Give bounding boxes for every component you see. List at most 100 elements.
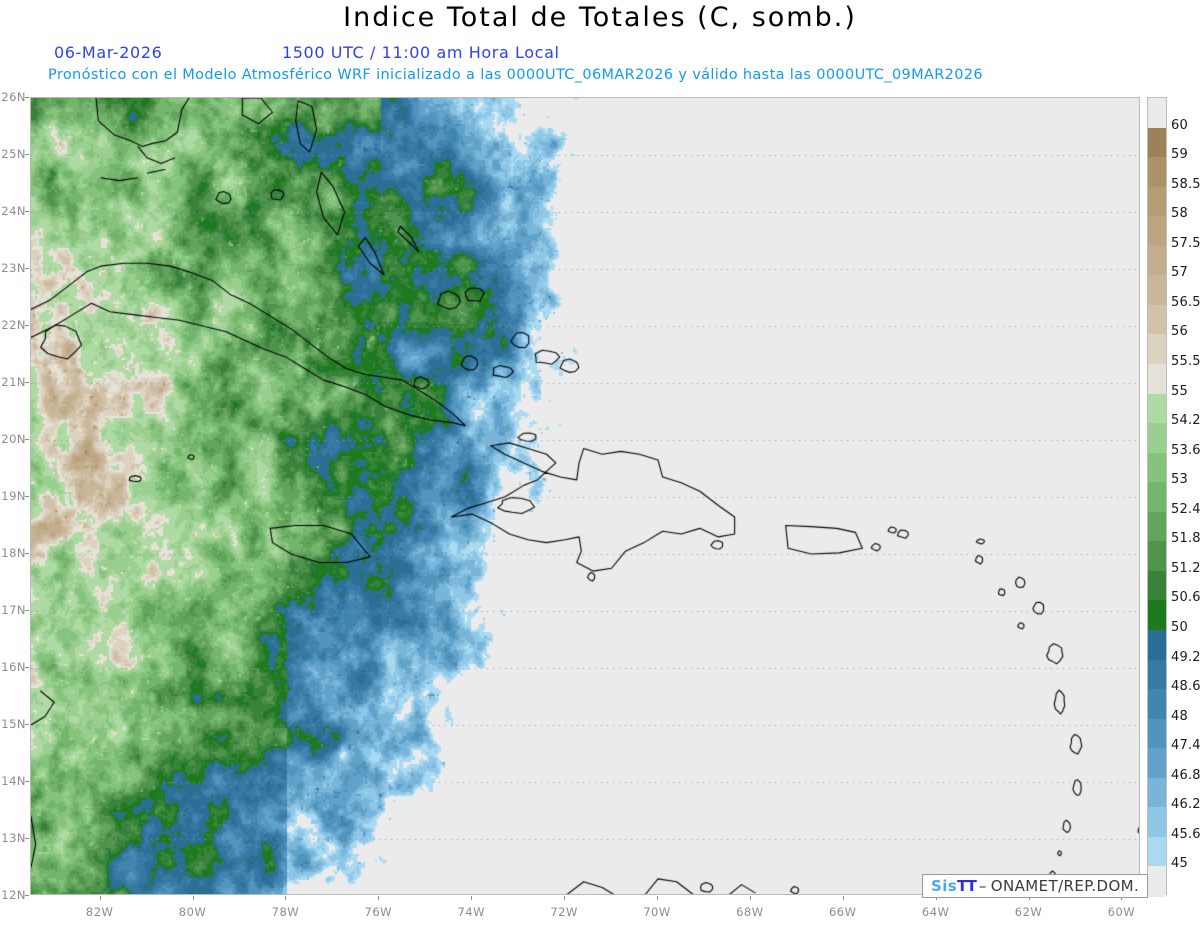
lon-tick-mark (842, 896, 844, 900)
colorbar-tick-label: 58 (1171, 206, 1188, 222)
colorbar-band (1148, 452, 1166, 483)
lon-tick-label: 68W (736, 905, 764, 919)
colorbar-tick-label: 54.2 (1171, 413, 1200, 429)
colorbar-tick-label: 53 (1171, 472, 1188, 488)
lat-tick-mark (25, 325, 29, 326)
colorbar-band (1148, 511, 1166, 542)
colorbar-band (1148, 866, 1166, 897)
colorbar-band (1148, 157, 1166, 188)
colorbar-band (1148, 216, 1166, 247)
map-plot-area (30, 97, 1140, 895)
lat-tick-label: 15N (1, 717, 26, 731)
colorbar-band (1148, 186, 1166, 217)
lat-tick-mark (25, 553, 29, 554)
lat-tick-mark (25, 667, 29, 668)
lon-tick-label: 64W (921, 905, 950, 919)
lat-tick-label: 13N (1, 831, 26, 845)
colorbar-band (1148, 98, 1166, 129)
lat-tick-mark (25, 496, 29, 497)
colorbar-band (1148, 364, 1166, 395)
colorbar-band (1148, 689, 1166, 720)
colorbar-tick-label: 46.2 (1171, 797, 1200, 813)
lat-tick-label: 16N (1, 660, 26, 674)
lat-tick-mark (25, 97, 29, 98)
lon-tick-label: 82W (85, 905, 114, 919)
colorbar-tick-label: 50 (1171, 620, 1188, 635)
gridline-layer (31, 98, 1139, 894)
lon-tick-mark (1121, 896, 1123, 900)
forecast-time: 1500 UTC / 11:00 am Hora Local (282, 43, 560, 62)
lon-tick-label: 60W (1107, 905, 1136, 919)
lat-tick-mark (25, 154, 29, 155)
lat-tick-mark (25, 211, 29, 212)
colorbar-band (1148, 127, 1166, 158)
colorbar-tick-label: 49.2 (1171, 649, 1200, 665)
lon-tick-mark (749, 896, 751, 900)
lat-tick-mark (25, 724, 29, 725)
colorbar-tick-label: 56 (1171, 324, 1188, 340)
colorbar-tick-label: 58.5 (1171, 176, 1200, 192)
lat-tick-label: 22N (1, 318, 26, 332)
lat-tick-mark (25, 895, 29, 896)
lat-tick-label: 21N (1, 375, 26, 389)
colorbar-band (1148, 245, 1166, 276)
lat-tick-label: 26N (1, 90, 26, 104)
colorbar-tick-label: 45 (1171, 856, 1188, 872)
lon-tick-mark (471, 896, 473, 900)
colorbar-tick-label: 50.6 (1171, 590, 1200, 606)
lon-tick-mark (99, 896, 101, 900)
colorbar-band (1148, 718, 1166, 749)
lat-tick-label: 24N (1, 204, 26, 218)
colorbar-band (1148, 630, 1166, 661)
colorbar-tick-label: 47.4 (1171, 738, 1200, 754)
colorbar-tick-label: 59 (1171, 147, 1188, 163)
colorbar-tick-label: 48.6 (1171, 679, 1200, 695)
colorbar-band (1148, 275, 1166, 306)
forecast-date: 06-Mar-2026 (54, 43, 163, 62)
credit-dash: – (978, 877, 987, 895)
lat-tick-label: 17N (1, 603, 26, 617)
colorbar-tick-label: 53.6 (1171, 442, 1200, 458)
lat-tick-mark (25, 439, 29, 440)
lon-tick-mark (1028, 896, 1030, 900)
colorbar-tick-label: 60 (1171, 117, 1188, 133)
colorbar-tick-label: 51.8 (1171, 531, 1200, 547)
lat-tick-label: 14N (1, 774, 26, 788)
lon-tick-mark (285, 896, 287, 900)
lat-tick-mark (25, 781, 29, 782)
lat-tick-label: 23N (1, 261, 26, 275)
lat-tick-label: 20N (1, 432, 26, 446)
colorbar-tick-label: 48 (1171, 708, 1188, 724)
credit-sis-label: Sis (931, 877, 958, 895)
colorbar-band (1148, 777, 1166, 808)
credit-tt-label: TT (957, 877, 977, 895)
lon-tick-label: 72W (550, 905, 578, 919)
credit-box: Sis TT – ONAMET/REP.DOM. (922, 874, 1149, 898)
lat-tick-label: 18N (1, 546, 26, 560)
lon-tick-mark (192, 896, 194, 900)
lat-tick-label: 25N (1, 147, 26, 161)
lat-tick-label: 19N (1, 489, 26, 503)
lon-tick-label: 80W (178, 905, 207, 919)
colorbar-band (1148, 807, 1166, 838)
lon-tick-label: 74W (457, 905, 485, 919)
lon-tick-mark (656, 896, 658, 900)
colorbar-tick-label: 51.2 (1171, 560, 1200, 576)
colorbar-band (1148, 659, 1166, 690)
colorbar-band (1148, 541, 1166, 572)
lon-tick-label: 78W (271, 905, 300, 919)
colorbar-band (1148, 304, 1166, 336)
lon-tick-label: 76W (364, 905, 393, 919)
colorbar-band (1148, 482, 1166, 513)
lon-tick-mark (935, 896, 937, 900)
colorbar-band (1148, 423, 1166, 454)
lat-tick-mark (25, 382, 29, 383)
colorbar-tick-label: 46.8 (1171, 767, 1200, 783)
lat-tick-label: 12N (1, 888, 26, 902)
page-title: Indice Total de Totales (C, somb.) (343, 2, 857, 33)
lon-tick-mark (378, 896, 380, 900)
credit-org-label: ONAMET/REP.DOM. (990, 877, 1140, 895)
colorbar-tick-label: 45.6 (1171, 826, 1200, 842)
colorbar-band (1148, 393, 1166, 424)
colorbar-tick-label: 52.4 (1171, 501, 1200, 517)
